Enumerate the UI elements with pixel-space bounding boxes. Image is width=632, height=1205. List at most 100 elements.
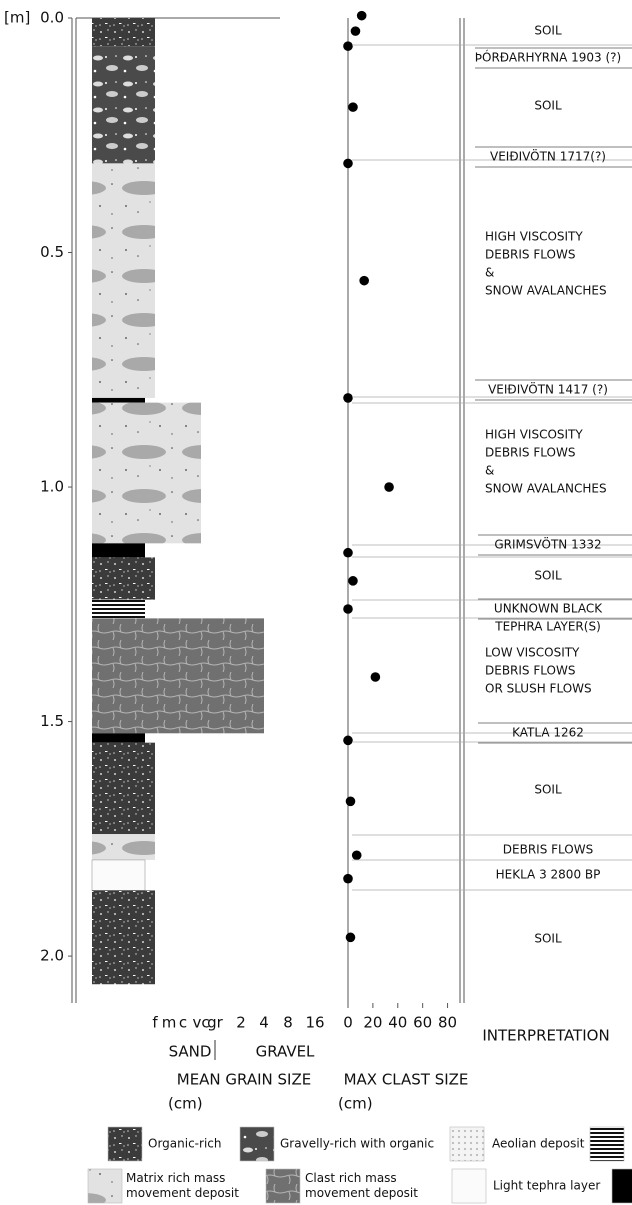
- y-tick-label: 1.5: [40, 712, 64, 730]
- grain-tick-label: 4: [259, 1014, 269, 1032]
- interpretation-label: SNOW AVALANCHES: [485, 482, 607, 496]
- y-tick-label: 2.0: [40, 947, 64, 965]
- interpretation-label: DEBRIS FLOWS: [485, 664, 575, 678]
- layer: [92, 618, 264, 734]
- interpretation-label: SOIL: [534, 932, 562, 946]
- interpretation-label: SNOW AVALANCHES: [485, 284, 607, 298]
- layer: [92, 46, 155, 164]
- interpretation-label: GRIMSVÖTN 1332: [494, 536, 601, 552]
- clast-tick-label: 20: [363, 1014, 382, 1032]
- clast-tick-label: 60: [413, 1014, 432, 1032]
- clast-point: [356, 10, 367, 21]
- grain-tick-label: m: [162, 1014, 177, 1032]
- interpretation-label: VEIÐIVÖTN 1417 (?): [488, 381, 608, 397]
- clast-point: [348, 576, 358, 586]
- interpretation-label: SOIL: [534, 569, 562, 583]
- grain-tick-label: c: [179, 1014, 187, 1032]
- legend-swatch: [239, 1126, 275, 1162]
- legend-label: Gravelly-rich with organic: [280, 1137, 434, 1151]
- grain-tick-label: gr: [207, 1014, 224, 1032]
- layer: [92, 163, 155, 398]
- y-tick-label: 1.0: [40, 478, 64, 496]
- interpretation-label: DEBRIS FLOWS: [503, 843, 593, 857]
- layer: [92, 557, 155, 600]
- grain-tick-label: 8: [283, 1014, 293, 1032]
- y-tick-label: 0.0: [40, 9, 64, 27]
- legend-label: movement deposit: [126, 1186, 239, 1200]
- clast-point: [343, 41, 353, 51]
- clast-point: [343, 735, 353, 746]
- grain-tick-label: f: [152, 1014, 158, 1032]
- interpretation-label: SOIL: [534, 24, 562, 38]
- layer: [92, 599, 145, 619]
- grain-tick-label: 2: [236, 1014, 246, 1032]
- interpretation-label: SOIL: [534, 783, 562, 797]
- interpretation-label: VEIÐIVÖTN 1717(?): [490, 148, 606, 164]
- interpretation-label: TEPHRA LAYER(S): [494, 620, 601, 634]
- grain-unit: (cm): [168, 1095, 203, 1113]
- interpretation-label: HIGH VISCOSITY: [485, 428, 583, 442]
- clast-axis-title: MAX CLAST SIZE: [344, 1071, 469, 1089]
- layer: [91, 859, 146, 891]
- sand-label: SAND: [169, 1043, 212, 1061]
- clast-point: [345, 796, 356, 807]
- legend-swatch: [265, 1168, 301, 1204]
- interpretation-label: OR SLUSH FLOWS: [485, 682, 592, 696]
- interpretation-label: ÞÓRÐARHYRNA 1903 (?): [475, 50, 621, 65]
- legend-swatch: [107, 1126, 143, 1162]
- depth-unit: [m]: [4, 9, 30, 27]
- clast-point: [343, 547, 353, 558]
- layer: [92, 18, 155, 47]
- layer: [92, 402, 201, 544]
- legend-label: Light tephra layer: [493, 1179, 600, 1193]
- grain-tick-label: 16: [305, 1014, 324, 1032]
- clast-point: [343, 393, 353, 403]
- legend-swatch: [451, 1168, 487, 1204]
- clast-point: [343, 158, 353, 169]
- layer: [92, 397, 145, 403]
- clast-tick-label: 40: [388, 1014, 407, 1032]
- gravel-label: GRAVEL: [256, 1043, 315, 1061]
- layer: [92, 733, 145, 743]
- legend-label: Clast rich mass: [305, 1171, 397, 1185]
- interpretation-label: UNKNOWN BLACK: [494, 602, 603, 616]
- legend-label: movement deposit: [305, 1186, 418, 1200]
- clast-point: [350, 26, 361, 36]
- legend-label: Organic-rich: [148, 1137, 221, 1151]
- legend-swatch: [449, 1126, 485, 1162]
- interpretation-label: &: [485, 266, 494, 280]
- layer: [92, 834, 155, 860]
- clast-point: [359, 275, 369, 286]
- clast-point: [384, 482, 394, 492]
- layer: [92, 543, 145, 558]
- clast-point: [370, 672, 381, 682]
- clast-point: [348, 102, 358, 112]
- clast-point: [343, 873, 353, 884]
- frame: [71, 17, 465, 1060]
- clast-point: [351, 850, 362, 861]
- interpretation-title: INTERPRETATION: [482, 1027, 609, 1045]
- clast-point: [343, 604, 353, 614]
- clast-tick-label: 0: [343, 1014, 353, 1032]
- interpretation-label: DEBRIS FLOWS: [485, 446, 575, 460]
- legend-label: Matrix rich mass: [126, 1171, 225, 1185]
- interpretation-label: HEKLA 3 2800 BP: [496, 868, 601, 882]
- interpretation-label: SOIL: [534, 99, 562, 113]
- clast-point: [345, 932, 356, 943]
- legend-swatch: [611, 1168, 632, 1204]
- legend-swatch: [589, 1126, 625, 1162]
- grain-tick-label: vc: [192, 1014, 209, 1032]
- y-tick-label: 0.5: [40, 243, 64, 261]
- grain-axis-title: MEAN GRAIN SIZE: [177, 1071, 311, 1089]
- layer: [92, 742, 155, 835]
- interpretation-label: KATLA 1262: [512, 726, 584, 740]
- interpretation-label: HIGH VISCOSITY: [485, 230, 583, 244]
- layer: [92, 890, 155, 985]
- interpretation-label: &: [485, 464, 494, 478]
- clast-tick-label: 80: [438, 1014, 457, 1032]
- clast-unit: (cm): [338, 1095, 373, 1113]
- interpretation-label: DEBRIS FLOWS: [485, 248, 575, 262]
- legend-label: Aeolian deposit: [492, 1137, 585, 1151]
- legend-swatch: [87, 1168, 123, 1204]
